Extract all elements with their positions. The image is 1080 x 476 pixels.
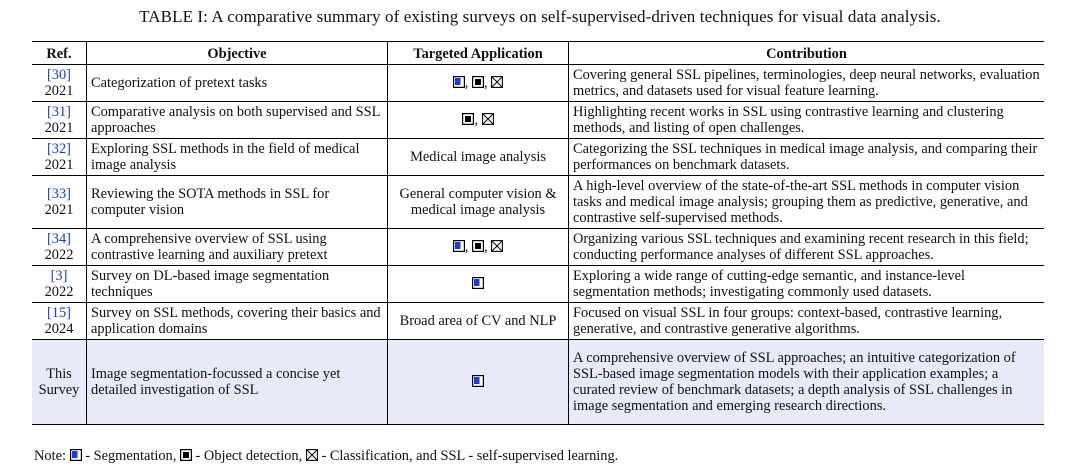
table-row: [34] 2022 A comprehensive overview of SSL …: [32, 228, 1044, 266]
ref-link[interactable]: [31]: [47, 104, 71, 120]
header-ref: Ref.: [32, 41, 87, 65]
contribution-cell: Focused on visual SSL in four groups: co…: [573, 305, 1003, 337]
survey-comparison-table: Ref. Objective Targeted Application Cont…: [32, 41, 1044, 425]
ref-link[interactable]: [34]: [47, 231, 71, 247]
table-caption: TABLE I: A comparative summary of existi…: [139, 7, 941, 26]
ref-year: 2022: [44, 247, 74, 263]
objective-cell: A comprehensive overview of SSL using co…: [86, 228, 388, 266]
segmentation-icon: [452, 239, 465, 256]
objective-cell: Image segmentation-focussed a concise ye…: [86, 339, 388, 425]
table-row: [15] 2024 Survey on SSL methods, covering …: [32, 302, 1044, 340]
ref-cell: [15] 2024: [32, 302, 87, 340]
header-application: Targeted Application: [387, 41, 569, 65]
ref-year: 2021: [44, 83, 74, 99]
contribution-cell: Categorizing the SSL techniques in medic…: [573, 141, 1038, 173]
ref-link[interactable]: [33]: [47, 186, 71, 202]
contribution-cell: A comprehensive overview of SSL approach…: [573, 350, 1016, 414]
application-cell: Broad area of CV and NLP: [387, 302, 569, 340]
objective-cell: Reviewing the SOTA methods in SSL for co…: [86, 175, 388, 229]
objective-cell: Survey on DL-based image segmentation te…: [86, 265, 388, 303]
contribution-cell: Organizing various SSL techniques and ex…: [573, 231, 1029, 263]
ref-cell: [3] 2022: [32, 265, 87, 303]
object-detection-icon: [462, 112, 475, 129]
header-objective: Objective: [86, 41, 388, 65]
ref-link[interactable]: [3]: [50, 268, 68, 284]
note-segmentation: - Segmentation,: [81, 448, 177, 464]
objective-cell: Categorization of pretext tasks: [86, 64, 388, 102]
classification-icon: [491, 239, 504, 256]
segmentation-icon: [472, 374, 485, 391]
classification-icon: [491, 75, 504, 92]
application-cell: General computer vision & medical image …: [387, 175, 569, 229]
segmentation-icon: [472, 276, 485, 293]
ref-cell: [31] 2021: [32, 101, 87, 139]
ref-link[interactable]: [32]: [47, 141, 71, 157]
segmentation-icon: [69, 449, 82, 466]
object-detection-icon: [179, 449, 192, 466]
table-row: [33] 2021 Reviewing the SOTA methods in SS…: [32, 175, 1044, 229]
application-cell: [387, 265, 569, 303]
ref-link[interactable]: [15]: [47, 305, 71, 321]
contribution-cell: A high-level overview of the state-of-th…: [573, 178, 1028, 226]
objective-cell: Survey on SSL methods, covering their ba…: [86, 302, 388, 340]
application-cell: [387, 339, 569, 425]
ref-link[interactable]: [30]: [47, 67, 71, 83]
classification-icon: [481, 112, 494, 129]
ref-cell: [33] 2021: [32, 175, 87, 229]
object-detection-icon: [472, 239, 485, 256]
ref-cell: This Survey: [32, 339, 87, 425]
ref-year: 2021: [44, 157, 74, 173]
ref-year: 2024: [44, 321, 74, 337]
classification-icon: [305, 449, 318, 466]
ref-year: Survey: [38, 382, 80, 398]
contribution-cell: Highlighting recent works in SSL using c…: [573, 104, 1004, 136]
objective-cell: Comparative analysis on both supervised …: [86, 101, 388, 139]
objective-cell: Exploring SSL methods in the field of me…: [86, 138, 388, 176]
object-detection-icon: [472, 75, 485, 92]
segmentation-icon: [452, 75, 465, 92]
application-cell: ,: [387, 101, 569, 139]
note-classification: - Classification, and SSL - self-supervi…: [317, 448, 619, 464]
ref-year: 2022: [44, 284, 74, 300]
table-header-row: Ref. Objective Targeted Application Cont…: [32, 41, 1044, 65]
ref-cell: [30] 2021: [32, 64, 87, 102]
table-row: [31] 2021 Comparative analysis on both sup…: [32, 101, 1044, 139]
application-cell: Medical image analysis: [387, 138, 569, 176]
contribution-cell: Covering general SSL pipelines, terminol…: [573, 67, 1040, 99]
table-note: Note: - Segmentation, - Object detection…: [34, 448, 618, 466]
application-cell: , ,: [387, 64, 569, 102]
table-row: [3] 2022 Survey on DL-based image segmenta…: [32, 265, 1044, 303]
ref-cell: [32] 2021: [32, 138, 87, 176]
application-cell: , ,: [387, 228, 569, 266]
table-row: [32] 2021 Exploring SSL methods in the fie…: [32, 138, 1044, 176]
note-prefix: Note:: [34, 448, 66, 464]
ref-cell: [34] 2022: [32, 228, 87, 266]
contribution-cell: Exploring a wide range of cutting-edge s…: [573, 268, 965, 300]
table-row: [30] 2021 Categorization of pretext tasks,…: [32, 64, 1044, 102]
ref-year: 2021: [44, 202, 74, 218]
note-detection: - Object detection,: [191, 448, 303, 464]
ref-year: 2021: [44, 120, 74, 136]
table-row: This Survey Image segmentation-focussed a …: [32, 339, 1044, 425]
header-contribution: Contribution: [766, 45, 847, 62]
ref-label: This: [46, 366, 72, 382]
